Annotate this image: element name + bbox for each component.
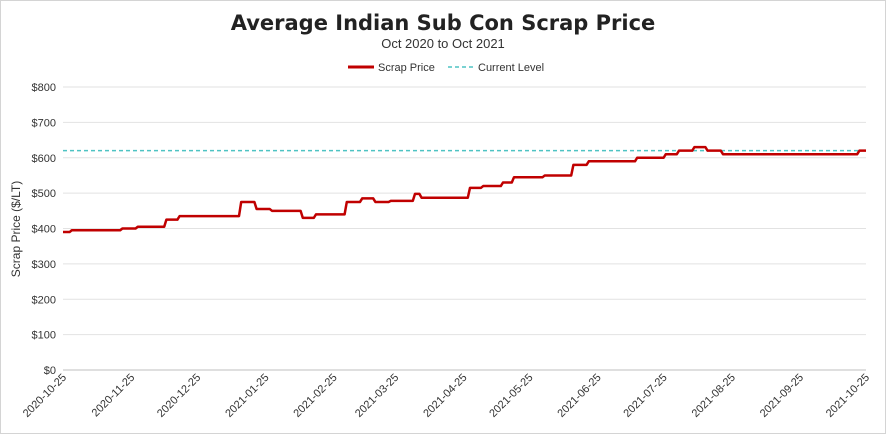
x-tick-label: 2021-05-25	[487, 372, 535, 420]
chart-title: Average Indian Sub Con Scrap Price	[231, 11, 656, 35]
gridlines	[63, 86, 866, 371]
y-tick-label: $300	[32, 259, 56, 271]
x-tick-label: 2020-11-25	[90, 372, 138, 420]
series-line-scrap-price	[63, 145, 866, 234]
y-tick-label: $200	[32, 294, 56, 306]
y-tick-label: $800	[32, 82, 56, 94]
legend-label-scrap-price: Scrap Price	[378, 62, 435, 74]
legend: Scrap Price Current Level	[348, 62, 544, 74]
x-tick-label: 2020-12-25	[155, 372, 203, 420]
chart-subtitle: Oct 2020 to Oct 2021	[381, 36, 505, 51]
x-tick-label: 2021-06-25	[555, 372, 603, 420]
plot-area	[63, 145, 866, 234]
y-tick-label: $100	[32, 330, 56, 342]
x-tick-label: 2021-07-25	[621, 372, 669, 420]
y-tick-label: $700	[32, 117, 56, 129]
x-axis-ticks: 2020-10-25 2020-11-25 2020-12-25 2021-01-25…	[21, 372, 872, 420]
x-tick-label: 2021-08-25	[690, 372, 738, 420]
legend-label-current-level: Current Level	[478, 62, 544, 74]
x-tick-label: 2021-02-25	[291, 372, 339, 420]
y-tick-label: $400	[32, 224, 56, 236]
x-tick-label: 2021-09-25	[758, 372, 806, 420]
y-tick-label: $600	[32, 153, 56, 165]
y-tick-label: $0	[44, 365, 56, 377]
y-tick-label: $500	[32, 188, 56, 200]
y-axis-label: Scrap Price ($/LT)	[9, 181, 23, 277]
x-tick-label: 2021-10-25	[824, 372, 872, 420]
x-tick-label: 2021-01-25	[223, 372, 271, 420]
x-tick-label: 2020-10-25	[21, 372, 69, 420]
x-tick-label: 2021-04-25	[421, 372, 469, 420]
x-tick-label: 2021-03-25	[353, 372, 401, 420]
y-axis-ticks: $0 $100 $200 $300 $400 $500 $600 $700 $800	[32, 82, 56, 377]
